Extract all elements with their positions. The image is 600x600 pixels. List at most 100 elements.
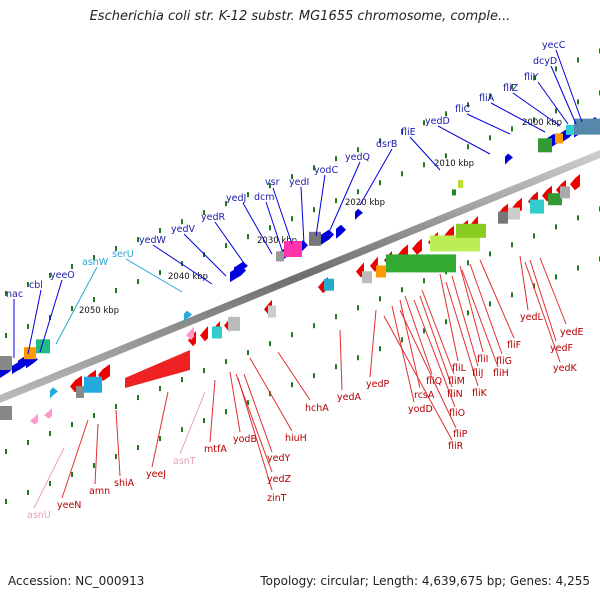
gene-label-fliI[interactable]: fliI [477,354,488,365]
gene-box [324,278,334,291]
gene-label-yodD[interactable]: yodD [408,404,433,415]
gene-label-dsrB[interactable]: dsrB [376,139,397,150]
gene-label-yedA[interactable]: yedA [337,392,361,403]
tick-dot [511,84,513,90]
gene-label-yedF[interactable]: yedF [550,343,573,354]
gene-label-hchA[interactable]: hchA [305,403,329,414]
gene-label-fliM[interactable]: fliM [448,376,465,387]
tick-dot [445,153,447,159]
tick-dot [247,234,249,240]
gene-label-yedI[interactable]: yedI [289,177,309,188]
leader-line [151,391,169,468]
tick-dot [49,314,51,320]
leader-line [469,263,503,355]
trna-marker [44,407,52,420]
leader-line [524,261,561,363]
leader-line [404,295,433,375]
tick-dot [93,463,95,469]
leader-line [249,357,293,432]
gene-label-cbl[interactable]: cbl [29,280,43,291]
gene-label-fliJ[interactable]: fliJ [472,368,483,379]
gene-label-fliG[interactable]: fliG [496,356,512,367]
gene-label-hiuH[interactable]: hiuH [285,433,307,444]
gene-label-yedD[interactable]: yedD [425,116,450,127]
tick-dot [27,323,29,329]
gene-label-rcsA[interactable]: rcsA [414,390,435,401]
tick-dot [401,287,403,293]
tick-dot [115,246,117,252]
gene-label-fliY[interactable]: fliY [524,72,539,83]
gene-label-fliO[interactable]: fliO [449,408,465,419]
gene-label-fliE[interactable]: fliE [401,127,416,138]
gene-label-fliL[interactable]: fliL [452,363,467,374]
tick-dot [335,314,337,320]
gene-label-yeeO[interactable]: yeeO [50,270,75,281]
tick-dot [247,400,249,406]
gene-label-fliR[interactable]: fliR [448,441,464,452]
gene-label-fliH[interactable]: fliH [493,368,509,379]
leader-line [125,258,183,293]
tick-dot [247,192,249,198]
gene-label-asnU[interactable]: asnU [27,510,51,521]
leader-line [183,233,227,277]
gene-label-amn[interactable]: amn [89,486,110,497]
trna-marker [30,413,38,425]
leader-line [537,81,569,125]
gene-label-yeeN[interactable]: yeeN [57,500,81,511]
gene-label-yedK[interactable]: yedK [553,363,577,374]
tick-dot [423,278,425,284]
leader-line [555,49,583,123]
gene-label-vsr[interactable]: vsr [265,177,280,188]
gene-label-fliQ[interactable]: fliQ [426,376,442,387]
tick-dot [27,489,29,495]
forward-gene-arrow [12,360,26,375]
tick-marks [5,48,600,504]
gene-label-fliF[interactable]: fliF [507,340,521,351]
tick-dot [401,171,403,177]
gene-label-zinT[interactable]: zinT [267,493,287,504]
gene-label-yecC[interactable]: yecC [542,40,566,51]
gene-label-yedQ[interactable]: yedQ [345,152,370,163]
gene-label-yedE[interactable]: yedE [560,327,584,338]
gene-label-yeeJ[interactable]: yeeJ [146,469,166,480]
gene-label-asnT[interactable]: asnT [173,456,196,467]
scale-labels: 2000 kbp 2010 kbp 2020 kbp 2030 kbp 2040… [79,118,562,316]
gene-label-yedP[interactable]: yedP [366,379,389,390]
leader-line [466,113,511,135]
gene-box [538,138,552,153]
leader-line [115,409,121,477]
gene-label-dcyD[interactable]: dcyD [533,56,557,67]
gene-label-mtfA[interactable]: mtfA [204,444,227,455]
topology-summary: Topology: circular; Length: 4,639,675 bp… [260,574,590,588]
gene-label-fliK[interactable]: fliK [472,388,488,399]
gene-label-shiA[interactable]: shiA [114,478,135,489]
gene-box [458,179,463,188]
gene-label-yodB[interactable]: yodB [233,434,257,445]
gene-label-yedW[interactable]: yedW [139,235,166,246]
gene-label-asnW[interactable]: asnW [82,257,109,268]
gene-label-fliZ[interactable]: fliZ [503,83,519,94]
gene-label-nac[interactable]: nac [6,289,23,300]
gene-label-dcm[interactable]: dcm [254,192,275,203]
gene-label-yedL[interactable]: yedL [520,312,543,323]
trna-marker [184,310,192,322]
gene-label-yedY[interactable]: yedY [267,453,290,464]
leader-line [421,289,455,375]
gene-label-yodC[interactable]: yodC [314,165,338,176]
gene-label-fliP[interactable]: fliP [453,429,468,440]
gene-label-yedZ[interactable]: yedZ [267,474,291,485]
gene-label-yedJ[interactable]: yedJ [226,193,246,204]
tick-dot [577,57,579,63]
gene-label-yedR[interactable]: yedR [201,212,225,223]
tick-dot [5,448,7,454]
gene-label-fliC[interactable]: fliC [455,104,471,115]
gene-label-yedV[interactable]: yedV [171,224,195,235]
gene-label-fliN[interactable]: fliN [447,389,463,400]
leader-line [237,377,273,491]
tick-dot [577,265,579,271]
tick-dot [313,323,315,329]
gene-label-fliA[interactable]: fliA [479,93,495,104]
gene-label-serU[interactable]: serU [112,249,134,260]
tick-dot [577,215,579,221]
